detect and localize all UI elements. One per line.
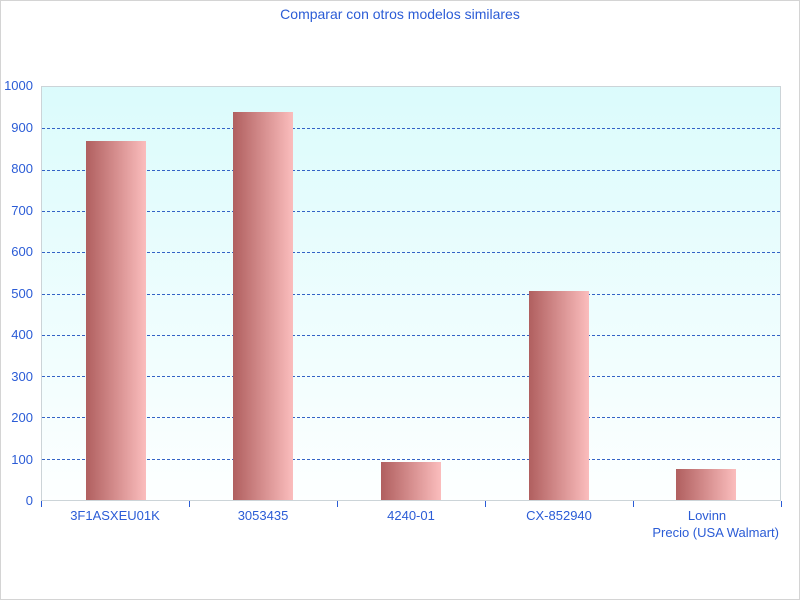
x-axis-tick-3 [485, 501, 486, 507]
gridline-800 [42, 169, 780, 171]
x-axis-tick-0 [41, 501, 42, 507]
x-axis-label-Lovinn: Lovinn [687, 508, 727, 523]
gridline-500 [42, 293, 780, 295]
y-axis-label-500: 500 [11, 285, 33, 301]
gridline-600 [42, 252, 780, 254]
y-axis-label-700: 700 [11, 202, 33, 218]
gridline-100 [42, 458, 780, 460]
bar-Lovinn [676, 468, 737, 500]
bar-3053435 [233, 111, 294, 500]
x-axis-tick-2 [337, 501, 338, 507]
gridline-400 [42, 334, 780, 336]
x-axis-label-3F1ASXEU01K: 3F1ASXEU01K [70, 508, 160, 523]
x-axis-tick-1 [189, 501, 190, 507]
bar-4240-01 [381, 462, 441, 500]
x-axis-label-3053435: 3053435 [237, 508, 289, 523]
gridline-300 [42, 376, 780, 378]
y-axis-label-200: 200 [11, 410, 33, 425]
gridline-700 [42, 210, 780, 212]
bar-CX-852940 [528, 290, 589, 500]
y-axis-label-400: 400 [11, 327, 33, 342]
y-axis-label-300: 300 [11, 368, 33, 384]
y-axis-label-1000: 1000 [4, 78, 33, 93]
bar-3F1ASXEU01K [85, 140, 146, 500]
x-axis-label-4240-01: 4240-01 [387, 508, 435, 523]
plot-area [41, 86, 781, 501]
y-axis-label-100: 100 [11, 451, 33, 467]
y-axis-label-900: 900 [11, 119, 33, 135]
y-axis-label-0: 0 [25, 493, 33, 508]
x-axis-title: Precio (USA Walmart) [652, 525, 779, 540]
y-axis-label-800: 800 [11, 161, 33, 176]
gridline-200 [42, 417, 780, 419]
x-axis-label-CX-852940: CX-852940 [526, 508, 592, 523]
chart-title: Comparar con otros modelos similares [280, 6, 520, 22]
x-axis-tick-5 [781, 501, 782, 507]
y-axis-label-600: 600 [11, 244, 33, 259]
x-axis-tick-4 [633, 501, 634, 507]
gridline-900 [42, 128, 780, 130]
